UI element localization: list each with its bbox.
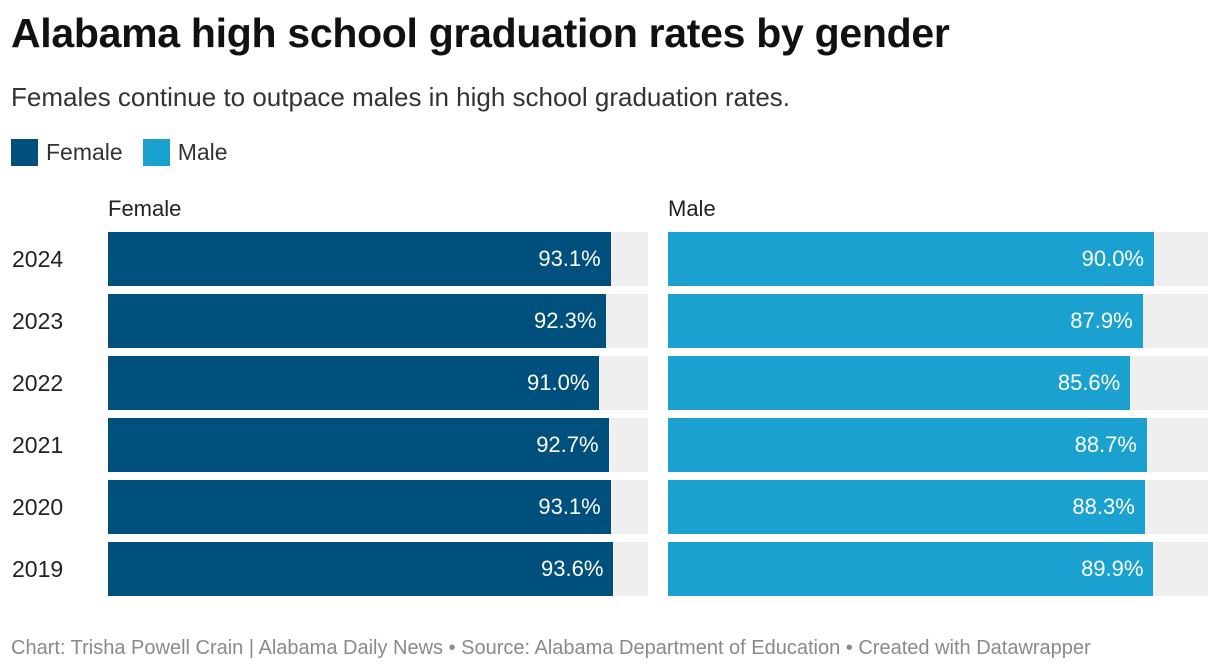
bar-male-2023: 87.9% — [668, 294, 1143, 348]
bar-female-2022: 91.0% — [108, 356, 600, 410]
bar-track-male: 88.3% — [668, 480, 1208, 534]
bar-male-2022: 85.6% — [668, 356, 1131, 410]
bar-male-2024: 90.0% — [668, 232, 1154, 286]
legend-item-female: Female — [11, 139, 123, 166]
panel-header-female: Female — [108, 196, 182, 221]
chart-footer: Chart: Trisha Powell Crain | Alabama Dai… — [11, 637, 1091, 659]
y-tick-label: 2023 — [12, 308, 64, 334]
legend-swatch-male — [142, 139, 170, 166]
chart-title: Alabama high school graduation rates by … — [11, 10, 950, 56]
data-label: 90.0% — [1081, 246, 1144, 271]
bar-track-male: 88.7% — [668, 418, 1208, 472]
bar-track-male: 89.9% — [668, 542, 1208, 596]
data-label: 88.3% — [1072, 494, 1135, 519]
bar-male-2020: 88.3% — [668, 480, 1145, 534]
y-tick-label: 2020 — [12, 494, 64, 520]
bar-male-2019: 89.9% — [668, 542, 1154, 596]
data-label: 91.0% — [527, 370, 590, 395]
data-label: 93.1% — [538, 246, 601, 271]
chart-subtitle: Females continue to outpace males in hig… — [11, 82, 791, 112]
data-label: 88.7% — [1074, 432, 1137, 457]
bar-female-2024: 93.1% — [108, 232, 611, 286]
legend-swatch-female — [11, 139, 38, 166]
legend-label-female: Female — [46, 139, 123, 165]
bar-track-male: 90.0% — [668, 232, 1208, 286]
y-tick-label: 2024 — [12, 246, 64, 272]
bar-track-male: 87.9% — [668, 294, 1208, 348]
y-tick-label: 2019 — [12, 556, 64, 582]
data-label: 85.6% — [1057, 370, 1121, 395]
legend-item-male: Male — [142, 139, 228, 166]
data-label: 89.9% — [1081, 556, 1144, 581]
bar-male-2021: 88.7% — [668, 418, 1147, 472]
bar-female-2021: 92.7% — [108, 418, 609, 472]
bar-track-female: 93.6% — [108, 542, 648, 596]
data-label: 93.1% — [538, 494, 601, 519]
legend: Female Male — [11, 139, 228, 166]
data-label: 92.7% — [536, 432, 599, 457]
data-label: 87.9% — [1070, 308, 1133, 333]
data-label: 93.6% — [541, 556, 604, 581]
bar-track-female: 93.1% — [108, 232, 648, 286]
y-tick-label: 2021 — [12, 432, 64, 458]
bar-track-female: 92.7% — [108, 418, 648, 472]
legend-label-male: Male — [177, 139, 228, 165]
bar-female-2023: 92.3% — [108, 294, 607, 348]
bar-female-2020: 93.1% — [108, 480, 611, 534]
y-tick-label: 2022 — [12, 370, 64, 396]
bar-track-female: 93.1% — [108, 480, 648, 534]
data-label: 92.3% — [534, 308, 597, 333]
bar-track-female: 91.0% — [108, 356, 648, 410]
bar-female-2019: 93.6% — [108, 542, 614, 596]
bar-track-female: 92.3% — [108, 294, 648, 348]
panel-header-male: Male — [668, 196, 716, 221]
bar-track-male: 85.6% — [668, 356, 1208, 410]
